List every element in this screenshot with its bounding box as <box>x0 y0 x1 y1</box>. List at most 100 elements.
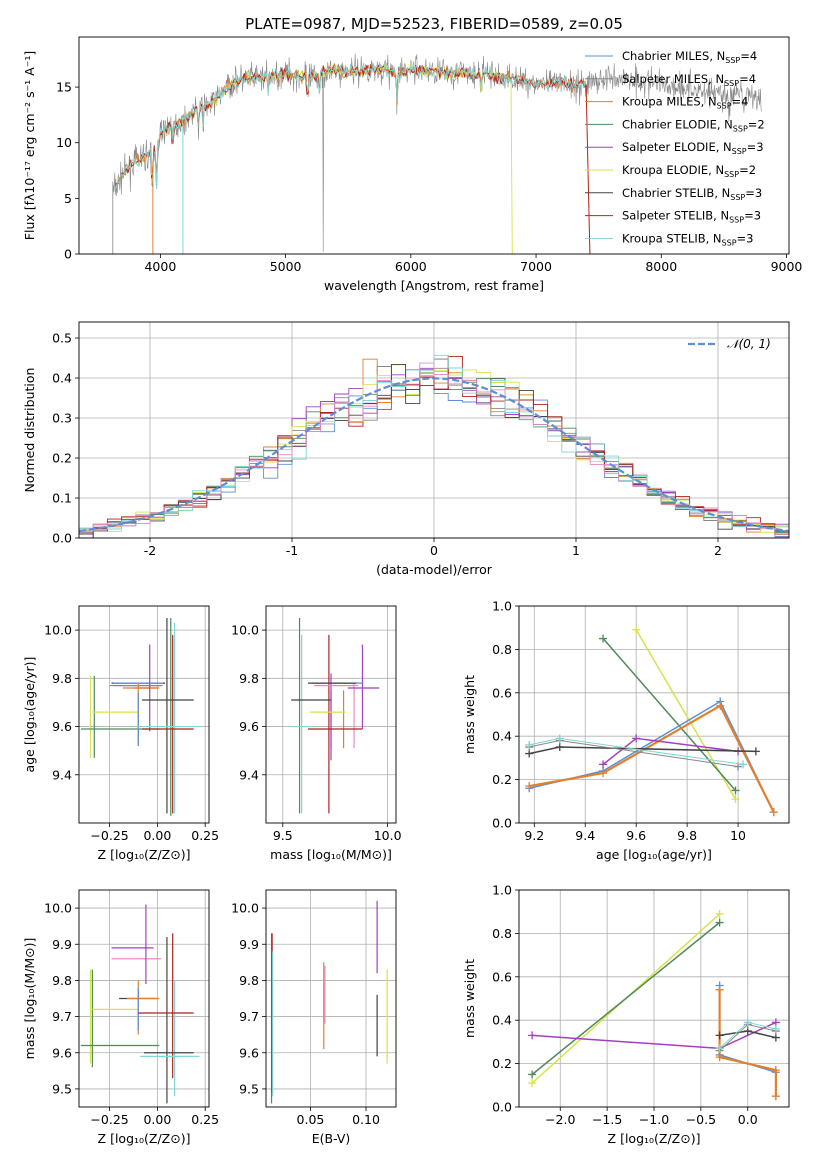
plot-area <box>528 909 780 1101</box>
legend-label: Salpeter STELIB, N <box>622 209 729 223</box>
y-tick-label: 0.2 <box>492 772 512 787</box>
plus-marker <box>528 1070 537 1079</box>
legend-suffix: =3 <box>745 186 762 200</box>
plot-area <box>80 618 200 816</box>
x-tick-label: 0.10 <box>352 1112 380 1127</box>
legend-subscript: SSP <box>722 238 737 247</box>
x-axis-label: mass [log₁₀(M/M⊙)] <box>270 847 392 862</box>
grid <box>79 606 209 823</box>
plus-marker <box>739 760 748 769</box>
legend-subscript: SSP <box>729 216 744 225</box>
axes-frame <box>265 889 397 1108</box>
x-tick-label: 9000 <box>771 259 803 274</box>
legend-entry: Kroupa ELODIE, NSSP=2 <box>622 163 756 179</box>
legend-subscript: SSP <box>724 79 739 88</box>
y-tick-label: 0.4 <box>492 729 512 744</box>
plus-marker <box>715 1044 724 1053</box>
axes-frame <box>78 605 210 824</box>
plus-marker <box>599 634 608 643</box>
x-tick-label: -1 <box>286 543 298 558</box>
plus-marker <box>715 985 724 994</box>
legend-entry: Chabrier MILES, NSSP=4 <box>622 49 757 65</box>
x-tick-label: 0.25 <box>191 828 219 843</box>
y-axis-label: Normed distribution <box>22 368 37 493</box>
y-tick-label: 0.8 <box>492 926 512 941</box>
plus-marker <box>771 1024 780 1033</box>
legend-label: Salpeter MILES, N <box>622 72 724 86</box>
weight-vs-age-panel: 9.2 9.4 9.6 9.8 10 0.0 0.2 0.4 0.6 0.8 1.0 age [log… <box>462 599 790 862</box>
figure-title: PLATE=0987, MJD=52523, FIBERID=0589, z=0… <box>245 15 623 33</box>
legend-entry: Kroupa MILES, NSSP=4 <box>622 95 748 111</box>
x-tick-label: 10.0 <box>374 828 402 843</box>
histogram-step-line <box>79 355 789 535</box>
x-axis-label: (data-model)/error <box>376 562 493 577</box>
y-tick-label: 0.0 <box>492 816 512 831</box>
axes: 4000 5000 6000 7000 8000 9000 0 5 10 15 wavelength… <box>22 36 803 293</box>
age-vs-metallicity-panel: −0.25 0.00 0.25 9.4 9.6 9.8 10.0 Z [log₁₀(Z/Z⊙)… <box>22 605 219 862</box>
plus-marker <box>599 760 608 769</box>
mass-vs-ebv-panel: 0.05 0.10 9.5 9.6 9.7 9.8 9.9 10.0 E(B-V) <box>231 889 397 1146</box>
x-tick-label: 9.2 <box>524 828 544 843</box>
plus-marker <box>528 1031 537 1040</box>
x-axis-label: Z [log₁₀(Z/Z⊙)] <box>98 847 191 862</box>
age-vs-mass-panel: 9.5 10.0 9.4 9.6 9.8 10.0 mass [log₁₀(M/M⊙)] <box>231 605 402 862</box>
legend-suffix: =2 <box>748 117 765 131</box>
legend-entry: 𝒩(0, 1) <box>727 337 771 351</box>
plus-marker <box>715 918 724 927</box>
model-spectrum-line <box>114 63 591 254</box>
axes: 9.5 10.0 9.4 9.6 9.8 10.0 mass [log₁₀(M/M⊙)] <box>231 605 402 862</box>
axes: −0.25 0.00 0.25 9.4 9.6 9.8 10.0 Z [log₁₀(Z/Z⊙)… <box>22 605 219 862</box>
axes-frame <box>518 605 790 824</box>
x-axis-label: Z [log₁₀(Z/Z⊙)] <box>608 1131 701 1146</box>
y-tick-label: 9.9 <box>239 937 259 952</box>
grid <box>519 605 789 824</box>
y-tick-label: 15 <box>56 80 72 95</box>
plus-marker <box>632 734 641 743</box>
series-line <box>718 989 777 1097</box>
y-tick-label: 0 <box>64 247 72 262</box>
model-spectrum-line <box>115 62 513 254</box>
y-tick-label: 9.8 <box>239 671 259 686</box>
x-tick-label: 0.0 <box>738 1112 758 1127</box>
legend-subscript: SSP <box>725 56 740 65</box>
y-tick-label: 10.0 <box>231 623 259 638</box>
y-axis-label: Flux [fλ10⁻¹⁷ erg cm⁻² s⁻¹ A⁻¹] <box>22 51 37 240</box>
plot-area <box>525 625 778 817</box>
gaussian-curve <box>79 377 789 533</box>
y-tick-label: 10 <box>56 135 72 150</box>
x-tick-label: −2.0 <box>545 1112 575 1127</box>
plus-marker <box>525 740 534 749</box>
plus-marker <box>771 1092 780 1101</box>
y-tick-label: 0.6 <box>492 969 512 984</box>
plus-marker <box>555 734 564 743</box>
plus-marker <box>731 795 740 804</box>
y-tick-label: 9.7 <box>52 1009 72 1024</box>
y-tick-label: 0.2 <box>492 1056 512 1071</box>
x-tick-label: 0 <box>430 543 438 558</box>
axes: 0.05 0.10 9.5 9.6 9.7 9.8 9.9 10.0 E(B-V) <box>231 889 397 1146</box>
x-tick-label: 9.4 <box>575 828 595 843</box>
x-tick-label: 9.5 <box>273 828 293 843</box>
legend-subscript: SSP <box>724 170 739 179</box>
legend-suffix: =3 <box>747 140 764 154</box>
y-tick-label: 9.7 <box>239 1009 259 1024</box>
plus-marker <box>751 747 760 756</box>
legend-subscript: SSP <box>733 124 748 133</box>
y-tick-label: 9.4 <box>239 767 259 782</box>
y-tick-label: 1.0 <box>492 883 512 898</box>
legend-entry: Chabrier ELODIE, NSSP=2 <box>622 117 765 133</box>
legend-entry: Salpeter ELODIE, NSSP=3 <box>622 140 764 156</box>
y-axis-label: mass [log₁₀(M/M⊙)] <box>22 938 37 1060</box>
legend-subscript: SSP <box>730 193 745 202</box>
y-tick-label: 5 <box>64 191 72 206</box>
x-tick-label: −0.25 <box>90 1112 128 1127</box>
spectrum-panel: 4000 5000 6000 7000 8000 9000 0 5 10 15 wavelength… <box>22 36 803 293</box>
y-tick-label: 0.8 <box>492 642 512 657</box>
x-tick-label: 10 <box>730 828 746 843</box>
x-tick-label: 1 <box>572 543 580 558</box>
legend-label: Kroupa ELODIE, N <box>622 163 724 177</box>
axes-frame <box>78 36 790 255</box>
x-tick-label: 8000 <box>645 259 677 274</box>
legend-suffix: =4 <box>740 49 757 63</box>
